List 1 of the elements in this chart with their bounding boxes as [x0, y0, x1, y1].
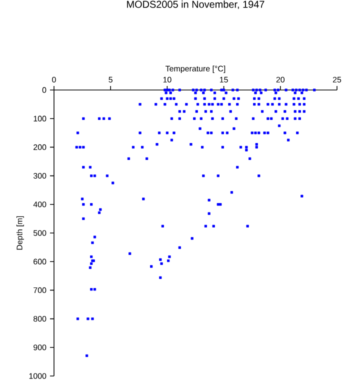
chart-title: MODS2005 in November, 1947: [127, 0, 264, 10]
